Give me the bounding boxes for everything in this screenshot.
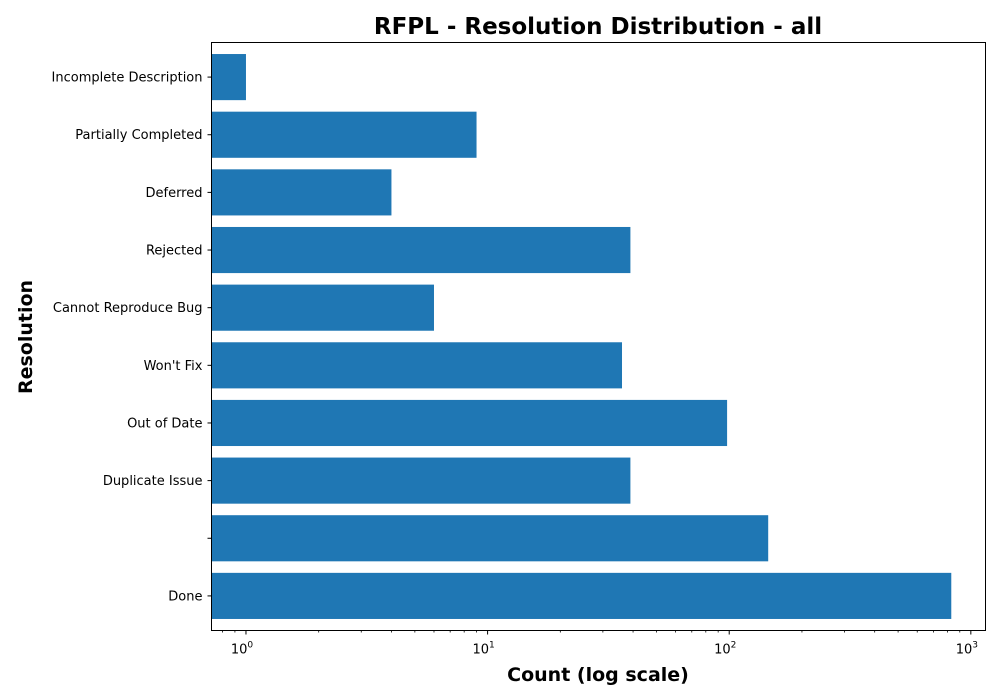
y-axis-title: Resolution — [15, 280, 37, 394]
y-tick-label: Rejected — [146, 244, 203, 259]
bar — [211, 111, 477, 158]
y-tick-label: Incomplete Description — [52, 71, 203, 86]
y-tick-label: Duplicate Issue — [103, 474, 203, 489]
y-tick-label: Done — [168, 589, 202, 604]
plot-frame — [211, 42, 986, 631]
x-axis-title: Count (log scale) — [507, 664, 689, 686]
x-tick-label: 100 — [231, 641, 254, 658]
chart-title: RFPL - Resolution Distribution - all — [374, 14, 822, 40]
bar — [211, 399, 728, 447]
y-tick-label: Partially Completed — [75, 128, 202, 143]
y-tick-label: Cannot Reproduce Bug — [53, 301, 203, 316]
x-ticks-group: 100 101 102 103 — [222, 630, 978, 658]
bar — [211, 226, 631, 274]
bar — [211, 515, 769, 562]
y-tick-label: Out of Date — [127, 416, 202, 431]
y-ticks-group: Done Duplicate Issue Out of Date Won't Fix C… — [52, 71, 212, 604]
bars-group — [211, 54, 952, 619]
x-tick-label: 102 — [714, 641, 736, 658]
y-tick-label: Won't Fix — [144, 359, 203, 374]
bar — [211, 342, 623, 389]
bar — [211, 572, 952, 619]
x-tick-label: 101 — [472, 641, 494, 658]
bar — [211, 284, 434, 331]
y-tick-label: Deferred — [145, 186, 202, 201]
bar — [211, 54, 246, 101]
x-tick-label: 103 — [956, 641, 978, 658]
bar — [211, 457, 631, 504]
bar — [211, 169, 392, 216]
